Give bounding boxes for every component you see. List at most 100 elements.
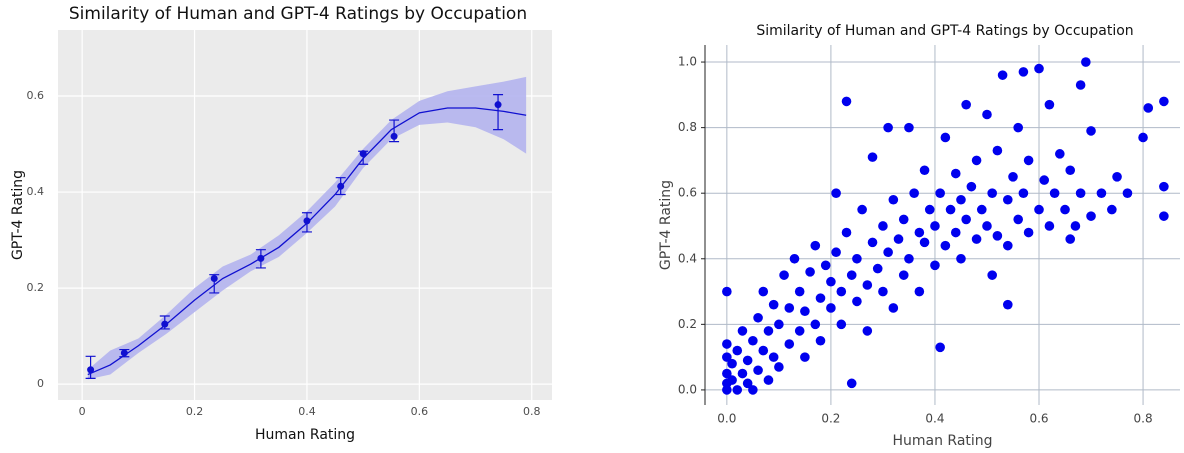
y-tick-label: 0: [37, 377, 44, 390]
point: [722, 286, 732, 297]
point: [898, 270, 909, 280]
x-tick-label: 0.2: [186, 405, 204, 418]
point: [997, 70, 1008, 80]
point: [774, 362, 784, 372]
point: [768, 352, 779, 362]
point: [956, 194, 966, 205]
point: [1044, 221, 1055, 231]
point: [1065, 165, 1076, 176]
point: [1060, 204, 1070, 215]
point: [940, 240, 951, 251]
point: [987, 188, 997, 198]
point: [883, 247, 893, 258]
x-tick-label: 0.4: [298, 405, 316, 418]
point: [722, 352, 732, 362]
point: [982, 109, 992, 120]
point: [888, 303, 899, 313]
point: [893, 234, 904, 244]
point: [857, 204, 867, 215]
point: [742, 355, 753, 366]
point: [120, 349, 128, 357]
point: [1081, 57, 1091, 67]
y-tick-label: 1.0: [678, 55, 697, 69]
point: [727, 375, 737, 385]
y-tick-label: 0.8: [678, 120, 697, 134]
point: [257, 254, 265, 262]
point: [742, 378, 753, 389]
point: [794, 326, 805, 336]
point: [722, 339, 732, 349]
point: [737, 326, 748, 336]
point: [878, 286, 888, 297]
y-tick-label: 0.6: [27, 89, 45, 102]
point: [867, 152, 878, 162]
y-tick-label: 0.4: [678, 251, 697, 265]
point: [1018, 67, 1029, 77]
point: [1002, 299, 1013, 310]
point: [87, 366, 95, 374]
point: [722, 385, 732, 395]
point: [976, 204, 987, 215]
point: [1159, 211, 1169, 221]
point: [1159, 96, 1169, 107]
y-axis-title: GPT-4 Rating: [658, 180, 674, 270]
point: [919, 165, 930, 176]
point: [878, 221, 888, 231]
point: [1086, 211, 1096, 221]
point: [303, 217, 311, 225]
point: [987, 270, 997, 280]
point: [1013, 214, 1023, 225]
y-tick-label: 0.6: [678, 186, 697, 200]
point: [904, 122, 914, 133]
point: [852, 253, 862, 264]
y-axis-title: GPT-4 Rating: [10, 170, 26, 260]
point: [930, 221, 940, 231]
point: [867, 237, 878, 248]
point: [1023, 227, 1034, 238]
x-tick-label: 0.8: [1134, 412, 1153, 426]
point: [950, 168, 961, 179]
point: [1107, 204, 1117, 215]
point: [1034, 63, 1044, 74]
point: [982, 221, 992, 231]
point: [992, 145, 1003, 156]
point: [1143, 103, 1154, 113]
point: [1034, 204, 1044, 215]
point: [883, 122, 893, 133]
point: [1002, 240, 1013, 251]
point: [359, 150, 367, 158]
x-tick-label: 0.4: [925, 412, 944, 426]
point: [753, 312, 763, 323]
point: [784, 303, 795, 313]
error-bar: [493, 93, 504, 131]
point: [914, 286, 925, 297]
point: [722, 368, 732, 379]
chart-title: Similarity of Human and GPT-4 Ratings by…: [756, 23, 1133, 39]
x-tick-label: 0.2: [821, 412, 840, 426]
point: [1075, 188, 1086, 198]
point: [992, 231, 1003, 241]
point: [800, 352, 810, 362]
point: [872, 263, 883, 274]
point: [966, 181, 977, 192]
point: [1013, 122, 1023, 133]
point: [826, 303, 836, 313]
point: [1112, 172, 1122, 182]
point: [820, 260, 831, 271]
point: [784, 339, 795, 349]
point: [737, 368, 748, 379]
point: [898, 214, 909, 225]
point: [956, 253, 966, 264]
point: [779, 270, 789, 280]
point: [1122, 188, 1133, 198]
point: [961, 214, 971, 225]
point: [763, 375, 774, 385]
point: [494, 101, 502, 109]
point: [831, 188, 841, 198]
point: [805, 267, 815, 277]
point: [1096, 188, 1107, 198]
point: [810, 240, 821, 251]
point: [337, 182, 345, 190]
point: [862, 280, 873, 290]
